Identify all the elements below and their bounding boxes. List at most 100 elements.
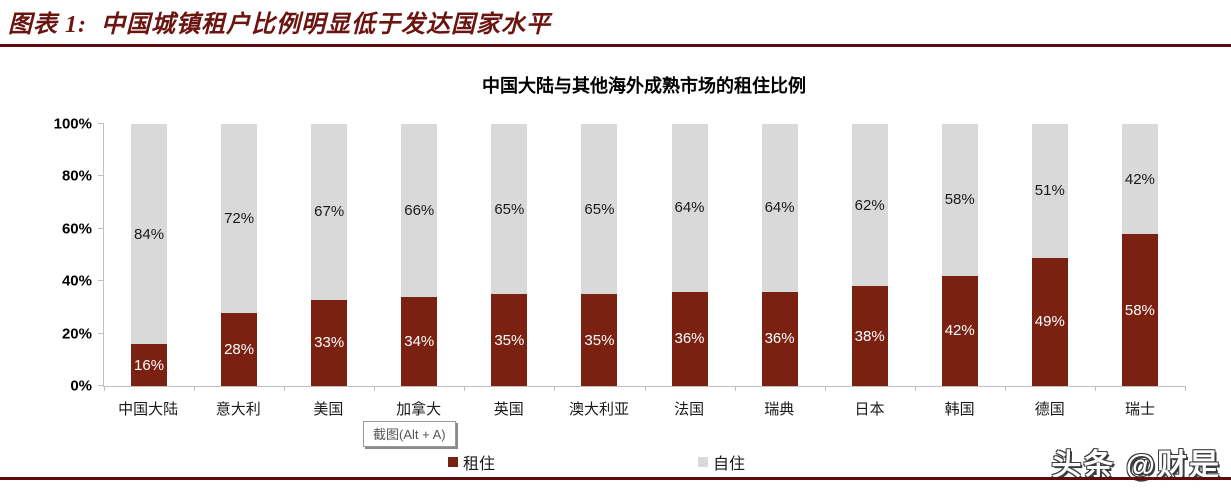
stacked-bar: 72% 28%	[221, 124, 258, 386]
bar-column-3: 67% 33%	[284, 124, 374, 386]
bar-segment-租住: 35%	[581, 294, 618, 386]
x-axis-label: 法国	[674, 402, 705, 418]
bar-column-11: 51% 49%	[1005, 124, 1095, 386]
x-axis-label: 日本	[854, 402, 885, 418]
chart-title: 中国大陆与其他海外成熟市场的租住比例	[482, 76, 806, 96]
x-tick-mark	[1185, 386, 1186, 391]
y-tick-label: 80%	[61, 167, 92, 185]
x-axis-label: 美国	[313, 402, 344, 418]
bars-container: 84% 16% 72% 28% 67% 33% 66% 34% 65% 35% 65% 35% 64% 3…	[104, 124, 1185, 386]
stacked-bar: 66% 34%	[401, 124, 438, 386]
bar-segment-租住: 34%	[401, 296, 438, 386]
bar-column-4: 66% 34%	[374, 124, 464, 386]
legend-swatch-rent	[448, 457, 458, 467]
x-tick-mark	[374, 386, 376, 391]
stacked-bar: 67% 33%	[311, 124, 348, 386]
screenshot-tooltip[interactable]: 截图(Alt + A)	[363, 421, 456, 447]
bar-column-6: 65% 35%	[554, 124, 644, 386]
x-tick-mark	[914, 386, 916, 391]
bar-segment-自住: 65%	[581, 124, 618, 295]
y-tick-label: 0%	[70, 377, 92, 395]
bar-segment-自住: 66%	[401, 124, 438, 297]
plot-area: 84% 16% 72% 28% 67% 33% 66% 34% 65% 35% 65% 35% 64% 3…	[54, 116, 1186, 395]
bar-column-5: 65% 35%	[464, 124, 554, 386]
bar-segment-租住: 36%	[761, 291, 798, 386]
bar-segment-租住: 49%	[1031, 257, 1068, 386]
legend-swatch-own	[698, 457, 708, 467]
bar-segment-租住: 36%	[671, 291, 708, 386]
legend-item-own: 自住	[698, 450, 745, 474]
x-axis-labels: 中国大陆 意大利 美国 加拿大 英国 澳大利亚 法国 瑞典 日本 韩国 德国 瑞士	[103, 398, 1185, 419]
stacked-bar: 65% 35%	[581, 124, 618, 386]
screenshot-tooltip-label: 截图(Alt + A)	[373, 427, 446, 442]
x-tick-mark	[284, 386, 286, 391]
y-tick-label: 20%	[61, 325, 92, 343]
bar-segment-自住: 72%	[221, 124, 258, 313]
x-axis-label: 中国大陆	[118, 402, 179, 418]
bar-segment-租住: 35%	[491, 294, 528, 386]
legend-label-own: 自住	[713, 456, 746, 473]
y-tick-mark	[98, 175, 104, 177]
bar-segment-租住: 58%	[1121, 234, 1158, 386]
bar-column-8: 64% 36%	[735, 124, 825, 386]
bar-column-7: 64% 36%	[644, 124, 734, 386]
bar-segment-自住: 84%	[131, 124, 168, 345]
x-tick-mark	[554, 386, 556, 391]
stacked-bar: 51% 49%	[1031, 124, 1068, 386]
y-tick-mark	[98, 280, 104, 282]
y-tick-mark	[98, 332, 104, 334]
stacked-bar: 62% 38%	[851, 124, 888, 386]
y-tick-label: 40%	[61, 272, 92, 290]
stacked-bar: 64% 36%	[671, 124, 708, 386]
bar-segment-自住: 67%	[311, 124, 348, 300]
bar-segment-租住: 16%	[131, 344, 168, 386]
x-tick-mark	[644, 386, 646, 391]
x-axis-label: 韩国	[944, 402, 975, 418]
x-axis-label: 意大利	[215, 402, 261, 418]
bar-segment-租住: 42%	[941, 275, 978, 386]
bar-segment-自住: 58%	[941, 124, 978, 276]
bar-segment-自住: 64%	[671, 124, 708, 292]
bar-segment-租住: 28%	[221, 312, 258, 386]
bar-segment-自住: 42%	[1121, 124, 1158, 235]
bar-segment-租住: 38%	[851, 286, 888, 386]
x-tick-mark	[734, 386, 736, 391]
bar-segment-自住: 65%	[491, 124, 528, 295]
x-axis-label: 瑞士	[1124, 402, 1155, 418]
bar-segment-自住: 51%	[1031, 124, 1068, 258]
legend-label-rent: 租住	[463, 456, 496, 473]
x-axis-label: 澳大利亚	[568, 402, 629, 418]
bottom-divider	[0, 477, 1231, 480]
bar-column-1: 84% 16%	[104, 124, 194, 386]
y-tick-mark	[98, 123, 104, 124]
y-tick-mark	[98, 227, 104, 229]
stacked-bar: 65% 35%	[491, 124, 528, 386]
watermark: 头条 @财是	[1051, 449, 1221, 482]
x-axis-label: 加拿大	[396, 402, 442, 418]
stacked-bar: 58% 42%	[941, 124, 978, 386]
bar-column-12: 42% 58%	[1095, 124, 1185, 386]
bar-column-10: 58% 42%	[915, 124, 1005, 386]
y-tick-mark	[98, 385, 104, 386]
y-tick-label: 100%	[53, 115, 92, 133]
x-axis-label: 英国	[493, 402, 524, 418]
x-tick-mark	[1004, 386, 1006, 391]
bar-segment-自住: 62%	[851, 124, 888, 287]
x-tick-mark	[194, 386, 196, 391]
bar-column-2: 72% 28%	[194, 124, 284, 386]
bar-column-9: 62% 38%	[825, 124, 915, 386]
legend-item-rent: 租住	[448, 450, 495, 474]
x-tick-mark	[104, 386, 105, 391]
bar-segment-自住: 64%	[761, 124, 798, 292]
x-tick-mark	[464, 386, 466, 391]
x-axis-label: 瑞典	[764, 402, 795, 418]
stacked-bar: 84% 16%	[131, 124, 168, 386]
x-tick-mark	[1094, 386, 1096, 391]
bar-segment-租住: 33%	[311, 299, 348, 386]
stacked-bar: 42% 58%	[1121, 124, 1158, 386]
x-tick-mark	[824, 386, 826, 391]
x-axis-label: 德国	[1034, 402, 1065, 418]
stacked-bar: 64% 36%	[761, 124, 798, 386]
header-divider	[0, 44, 1231, 47]
y-tick-label: 60%	[61, 220, 92, 238]
